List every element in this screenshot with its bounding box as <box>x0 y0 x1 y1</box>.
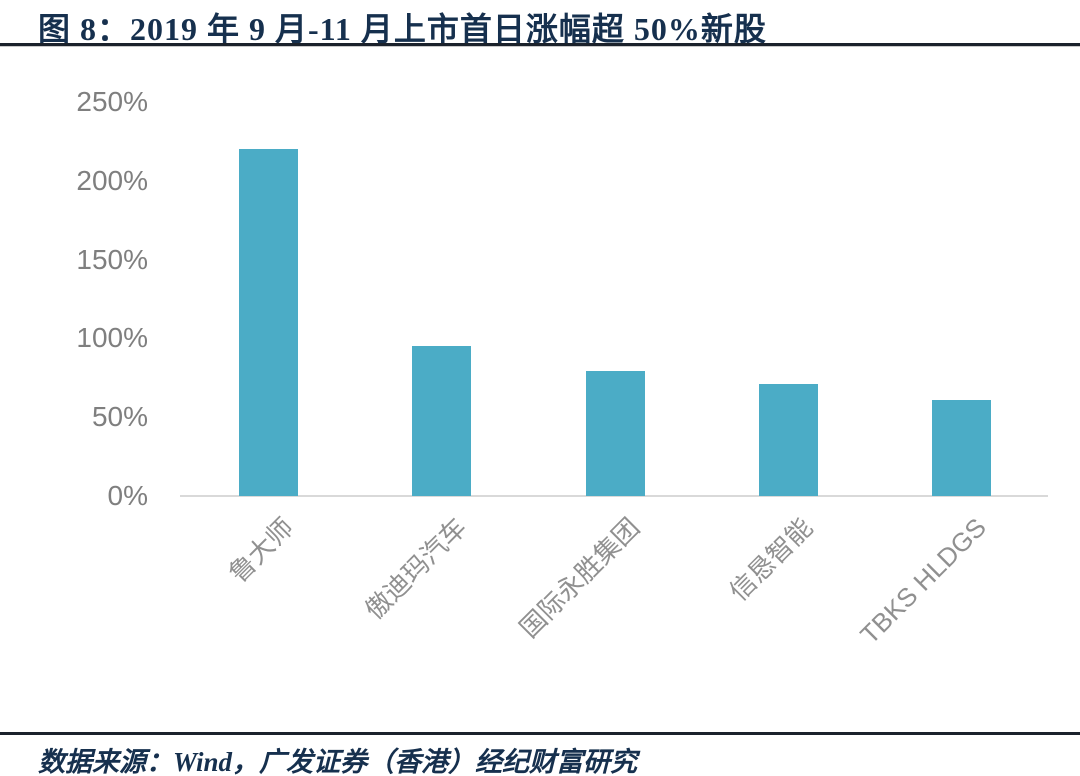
y-axis-tick-label: 150% <box>76 243 148 275</box>
x-axis-category-label: 鲁大师 <box>222 512 299 589</box>
bar <box>931 399 991 496</box>
x-axis-category-label: 傲迪玛汽车 <box>358 512 473 626</box>
bar <box>412 346 472 496</box>
y-axis-tick-label: 250% <box>76 86 148 117</box>
x-axis-baseline <box>180 495 1048 497</box>
y-axis-tick-label: 200% <box>76 164 148 196</box>
bar <box>239 149 299 496</box>
y-axis-tick-label: 50% <box>91 401 148 433</box>
bar <box>585 371 645 496</box>
footer-divider <box>0 732 1080 735</box>
y-axis-tick-label: 100% <box>76 322 148 354</box>
title-divider <box>0 43 1080 47</box>
x-axis-category-label: 国际永胜集团 <box>513 512 646 644</box>
x-axis-category-label: TBKS HLDGS <box>853 512 992 650</box>
figure-title: 图 8：2019 年 9 月-11 月上市首日涨幅超 50%新股 <box>38 11 767 47</box>
bar <box>758 384 818 496</box>
bar-chart: 0% 50% 100% 150% 200% 250% 鲁大师 傲迪玛汽车 国际永胜集团 信恳智能 T… <box>76 86 1048 650</box>
x-axis-category-label: 信恳智能 <box>723 512 819 607</box>
y-axis-tick-label: 0% <box>107 480 148 511</box>
data-source: 数据来源：Wind，广发证券（香港）经纪财富研究 <box>38 747 638 776</box>
